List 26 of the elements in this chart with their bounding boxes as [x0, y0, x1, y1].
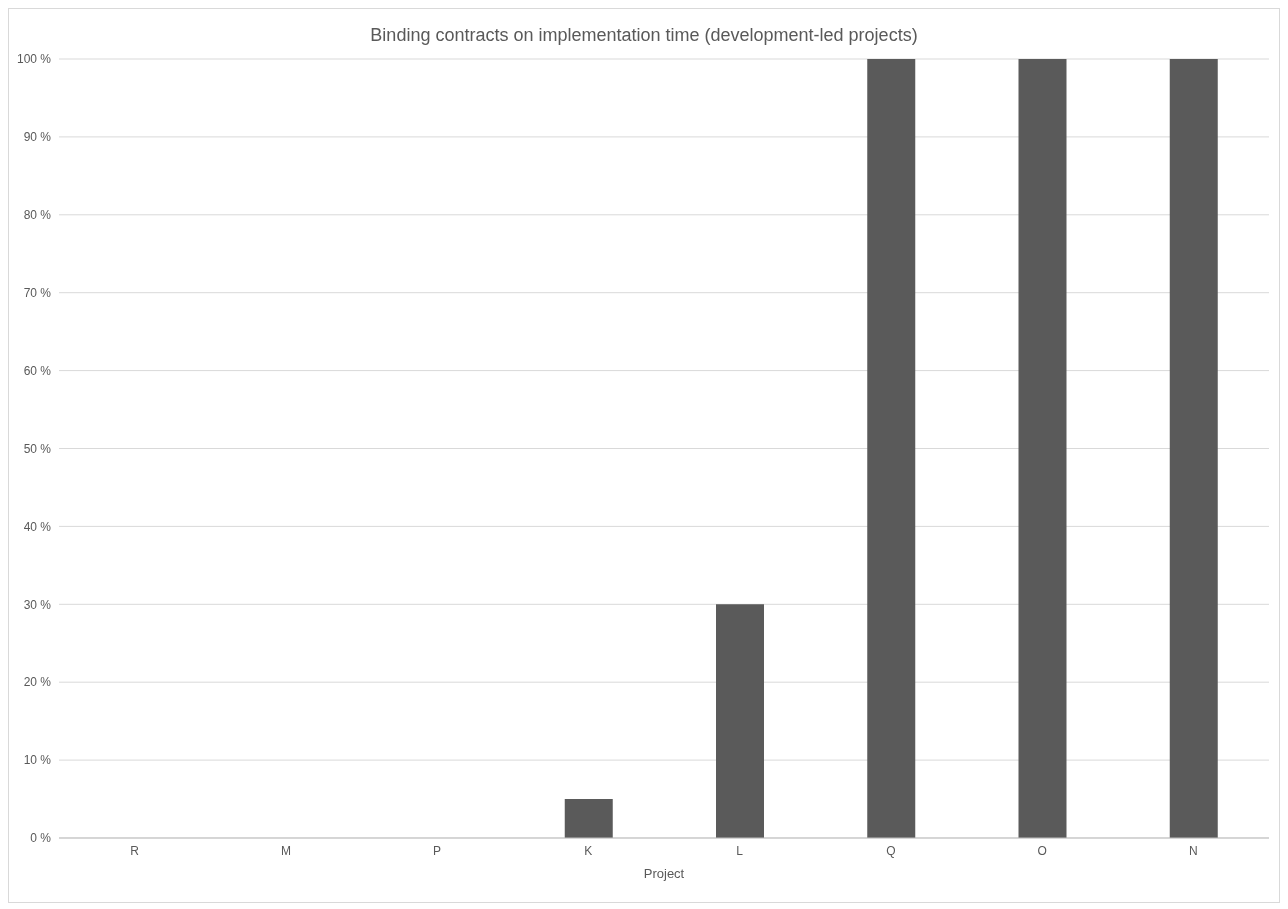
y-tick-label: 0 %	[30, 831, 52, 846]
x-tick-label: Q	[886, 843, 896, 858]
bar	[1169, 59, 1218, 838]
x-axis-title: Project	[643, 866, 685, 881]
bar	[716, 604, 764, 838]
y-tick-label: 30 %	[23, 597, 52, 612]
y-tick-label: 100 %	[16, 52, 52, 67]
y-tick-label: 10 %	[23, 753, 52, 768]
x-tick-label: O	[1037, 843, 1047, 858]
y-tick-label: 20 %	[23, 675, 52, 690]
y-tick-label: 60 %	[23, 363, 52, 378]
y-tick-label: 90 %	[23, 130, 52, 145]
x-tick-label: M	[280, 843, 291, 858]
x-tick-label: N	[1189, 843, 1198, 858]
bar	[564, 799, 613, 838]
x-tick-label: R	[130, 843, 140, 858]
x-tick-label: K	[584, 843, 593, 858]
y-tick-label: 80 %	[23, 208, 52, 223]
bar	[1018, 59, 1067, 838]
x-tick-label: P	[433, 843, 442, 858]
bar	[867, 59, 916, 838]
y-tick-label: 50 %	[23, 441, 52, 456]
y-tick-label: 40 %	[23, 519, 52, 534]
chart-title: Binding contracts on implementation time (development-led projects)	[369, 25, 919, 46]
x-tick-label: L	[736, 843, 744, 858]
y-tick-label: 70 %	[23, 285, 52, 300]
